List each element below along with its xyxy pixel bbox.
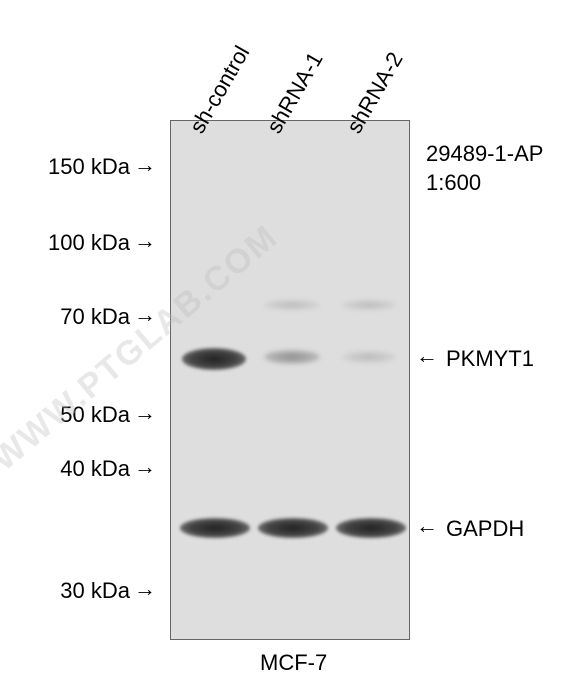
wb-band	[342, 300, 396, 310]
marker-label: 40 kDa	[30, 456, 130, 482]
band-name-label: GAPDH	[446, 516, 524, 542]
band-arrow-icon: ←	[416, 513, 438, 539]
wb-band	[342, 351, 396, 363]
wb-band	[264, 350, 320, 364]
figure-container: { "blot": { "x": 170, "y": 120, "width":…	[0, 0, 585, 700]
marker-label: 100 kDa	[30, 230, 130, 256]
wb-band	[336, 518, 406, 538]
band-arrow-icon: ←	[416, 343, 438, 369]
marker-arrow-icon: →	[134, 302, 156, 328]
marker-arrow-icon: →	[134, 152, 156, 178]
marker-arrow-icon: →	[134, 228, 156, 254]
marker-arrow-icon: →	[134, 400, 156, 426]
marker-label: 30 kDa	[30, 578, 130, 604]
wb-band	[264, 300, 320, 310]
marker-arrow-icon: →	[134, 576, 156, 602]
wb-band	[180, 518, 250, 538]
catalog-number: 29489-1-AP	[426, 140, 543, 169]
marker-label: 150 kDa	[30, 154, 130, 180]
wb-band	[182, 348, 246, 370]
band-name-label: PKMYT1	[446, 346, 534, 372]
dilution: 1:600	[426, 169, 543, 198]
wb-band	[258, 518, 328, 538]
blot-membrane	[170, 120, 410, 640]
cell-line-label: MCF-7	[260, 650, 327, 676]
marker-label: 70 kDa	[30, 304, 130, 330]
marker-arrow-icon: →	[134, 454, 156, 480]
marker-label: 50 kDa	[30, 402, 130, 428]
antibody-info: 29489-1-AP 1:600	[426, 140, 543, 197]
